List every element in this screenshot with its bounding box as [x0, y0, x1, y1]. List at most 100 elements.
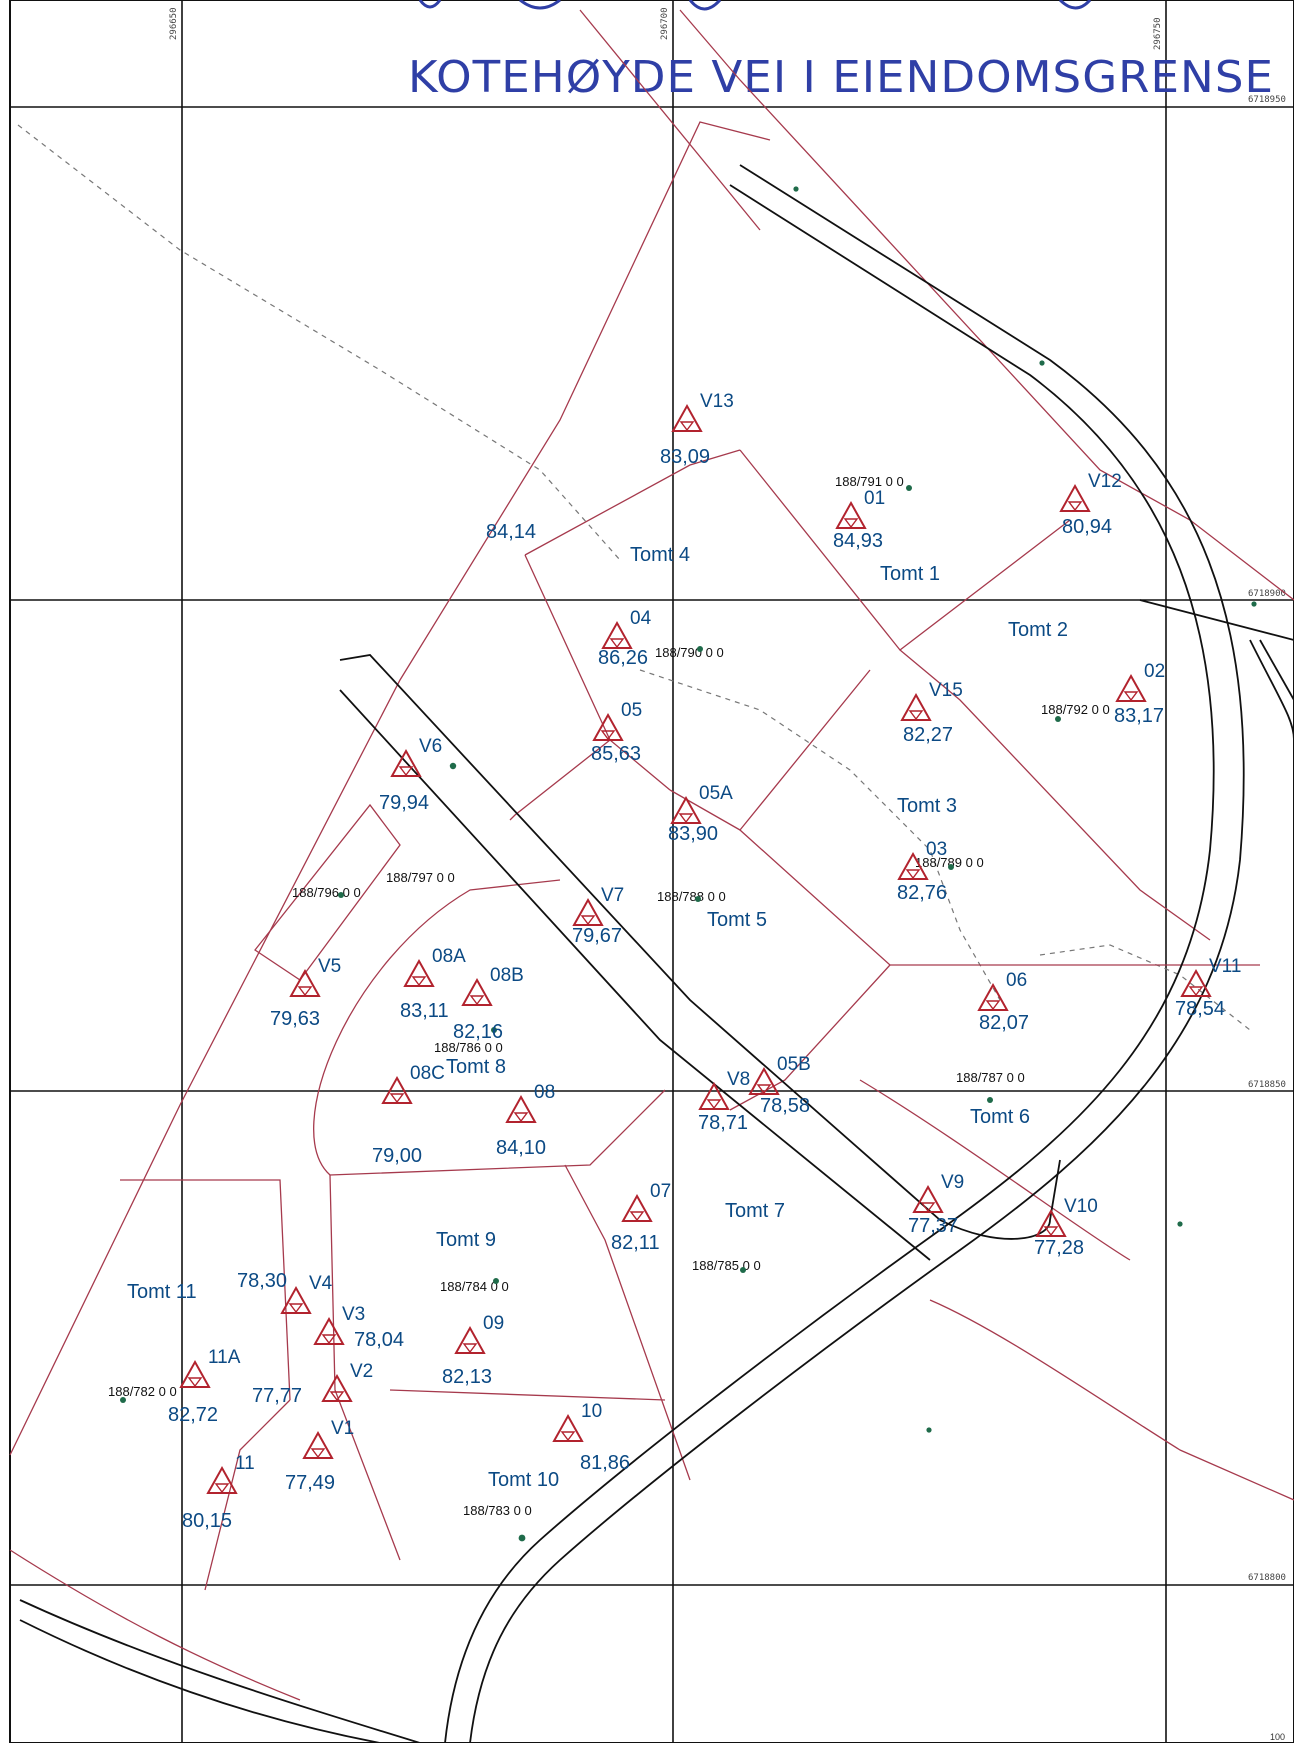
survey-point-marker-05B: [748, 1066, 780, 1095]
point-code-label: V15: [929, 680, 963, 701]
survey-point-marker-11A: [179, 1359, 211, 1388]
point-code-label: 08A: [432, 946, 466, 967]
tomt-labels: Tomt 1 Tomt 2 Tomt 3 Tomt 4 Tomt 5 Tomt …: [127, 544, 1068, 1491]
point-elevation-label: 83,90: [668, 823, 718, 845]
point-code-label: 11A: [208, 1347, 241, 1368]
point-elevation-label: 82,11: [611, 1232, 660, 1254]
point-elevation-label: 83,09: [660, 446, 710, 468]
point-code-label: V6: [419, 736, 442, 757]
point-code-label: V3: [342, 1304, 365, 1325]
survey-point-marker-06: [977, 982, 1009, 1011]
point-elevation-label: 82,76: [897, 882, 947, 904]
tomt-7-label: Tomt 7: [725, 1200, 785, 1222]
parcel-id: 188/797 0 0: [386, 870, 455, 885]
parcel-dots: [120, 186, 1257, 1542]
point-elevation-label: 82,72: [168, 1404, 218, 1426]
tomt-4-label: Tomt 4: [630, 544, 690, 566]
survey-point-marker-V8: [698, 1081, 730, 1110]
point-elevation-label: 77,77: [252, 1385, 302, 1407]
survey-point-marker-01: [835, 500, 867, 529]
parcel-id: 188/792 0 0: [1041, 702, 1110, 717]
survey-point-marker-08C: [381, 1075, 413, 1104]
tomt-11-label: Tomt 11: [127, 1281, 197, 1303]
elevation-label: 84,14: [486, 521, 536, 543]
tomt-10-label: Tomt 10: [488, 1469, 559, 1491]
survey-point-marker-V6: [390, 748, 422, 777]
point-code-label: V13: [700, 391, 734, 412]
grid-x-label: 296750: [1153, 17, 1163, 50]
parcel-id: 188/791 0 0: [835, 474, 904, 489]
survey-point-marker-V11: [1180, 968, 1212, 997]
point-elevation-label: 80,15: [182, 1510, 232, 1532]
point-code-label: 09: [483, 1313, 504, 1334]
point-elevation-label: 83,11: [400, 1000, 449, 1022]
grid-y-label: 6718850: [1248, 1080, 1286, 1090]
survey-point-marker-08: [505, 1094, 537, 1123]
tomt-6-label: Tomt 6: [970, 1106, 1030, 1128]
point-elevation-label: 79,94: [379, 792, 429, 814]
map-frame: [9, 0, 1294, 1743]
point-code-label: V11: [1209, 956, 1241, 977]
point-code-label: 06: [1006, 970, 1027, 991]
survey-point-marker-02: [1115, 673, 1147, 702]
tomt-2-label: Tomt 2: [1008, 619, 1068, 641]
parcel-id: 188/784 0 0: [440, 1279, 509, 1294]
point-elevation-label: 78,04: [354, 1329, 404, 1351]
point-elevation-label: 85,63: [591, 743, 641, 765]
survey-point-marker-V7: [572, 897, 604, 926]
handwritten-note: KOTEHØYDE VEI I EIENDOMSGRENSE: [408, 52, 1274, 103]
survey-point-marker-05A: [670, 795, 702, 824]
roads: [19, 164, 1294, 1743]
point-elevation-label: 79,63: [270, 1008, 320, 1030]
point-code-label: 04: [630, 608, 652, 629]
point-elevation-label: 84,10: [496, 1137, 546, 1159]
point-code-label: V1: [331, 1418, 354, 1439]
parcel-id: 188/783 0 0: [463, 1503, 532, 1518]
survey-point-marker-05: [592, 712, 624, 741]
point-elevation-label: 82,16: [453, 1021, 503, 1043]
survey-points: V13 83,09 01 84,93 V12 80,94 04 86,26 02 83,17 V15…: [168, 391, 1241, 1532]
point-elevation-label: 77,37: [908, 1215, 958, 1237]
point-elevation-label: 78,54: [1175, 998, 1225, 1020]
point-code-label: 11: [235, 1453, 255, 1474]
point-code-label: V2: [350, 1361, 373, 1382]
handwriting-top-scribble: [418, 0, 1092, 11]
point-elevation-label: 78,30: [237, 1270, 287, 1292]
parcel-id: 188/789 0 0: [915, 855, 984, 870]
parcel-labels: 188/791 0 0 188/790 0 0 188/792 0 0 188/…: [108, 474, 1110, 1518]
tomt-9-label: Tomt 9: [436, 1229, 496, 1251]
point-elevation-label: 82,27: [903, 724, 953, 746]
tomt-3-label: Tomt 3: [897, 795, 957, 817]
parcel-id: 188/790 0 0: [655, 645, 724, 660]
point-elevation-label: 82,07: [979, 1012, 1029, 1034]
survey-point-marker-V12: [1059, 483, 1091, 512]
survey-point-marker-09: [454, 1325, 486, 1354]
survey-point-marker-V10: [1035, 1208, 1067, 1237]
parcel-id: 188/787 0 0: [956, 1070, 1025, 1085]
point-code-label: 08C: [410, 1063, 445, 1084]
dashed-paths: [17, 124, 1251, 1031]
point-elevation-label: 86,26: [598, 647, 648, 669]
parcel-id: 188/785 0 0: [692, 1258, 761, 1273]
point-elevation-label: 78,58: [760, 1095, 810, 1117]
point-code-label: 10: [581, 1401, 602, 1422]
grid-x-label: 296700: [660, 7, 670, 40]
survey-point-marker-V4: [280, 1285, 312, 1314]
survey-point-marker-V5: [289, 968, 321, 997]
survey-point-marker-07: [621, 1193, 653, 1222]
point-code-label: 05A: [699, 783, 733, 804]
survey-point-marker-V3: [313, 1316, 345, 1345]
point-code-label: 03: [926, 839, 947, 860]
point-elevation-label: 82,13: [442, 1366, 492, 1388]
point-code-label: V8: [727, 1069, 750, 1090]
grid-x-label: 296650: [169, 7, 179, 40]
point-code-label: 07: [650, 1181, 671, 1202]
tomt-5-label: Tomt 5: [707, 909, 767, 931]
point-code-label: 05: [621, 700, 642, 721]
survey-point-marker-04: [601, 620, 633, 649]
grid-y-label: 6718900: [1248, 589, 1286, 599]
survey-point-marker-08A: [403, 958, 435, 987]
survey-point-marker-10: [552, 1413, 584, 1442]
point-elevation-label: 78,71: [698, 1112, 748, 1134]
